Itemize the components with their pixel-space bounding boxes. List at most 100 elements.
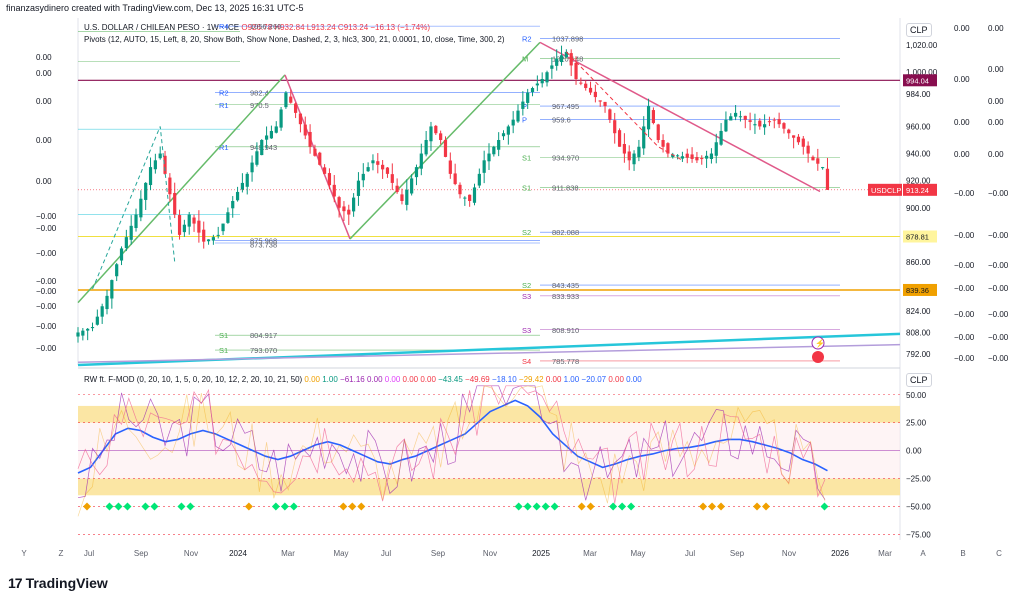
- candle-body: [202, 229, 206, 242]
- time-axis-label: May: [333, 549, 348, 558]
- pivot-label: 873.738: [250, 240, 277, 249]
- candle-body: [738, 116, 743, 118]
- price-tick-label: 860.00: [906, 258, 931, 267]
- candle-body: [182, 224, 186, 233]
- candle-body: [501, 133, 506, 137]
- indicator-value: 1.00: [320, 375, 338, 384]
- candle-body: [168, 177, 172, 195]
- candle-body: [192, 217, 196, 224]
- candle-body: [327, 173, 332, 186]
- pivot-label: 843.435: [552, 281, 579, 290]
- candle-body: [468, 194, 472, 201]
- candle-body: [216, 234, 220, 236]
- osc-tick-label: −75.00: [906, 530, 931, 539]
- time-axis-label: Nov: [782, 549, 796, 558]
- right-scale-label: −0.00: [988, 189, 1009, 198]
- price-tick-label: 984.00: [906, 90, 931, 99]
- osc-tick-label: 0.00: [906, 447, 922, 456]
- signal-diamond: [280, 502, 289, 511]
- pivot-label: 1037.898: [552, 34, 583, 43]
- price-box: [903, 183, 937, 196]
- candle-body: [274, 126, 278, 133]
- candle-body: [593, 91, 597, 98]
- pivot-label: S3: [522, 326, 531, 335]
- price-tick-label: 792.00: [906, 350, 931, 359]
- candle-body: [729, 116, 733, 121]
- left-scale-label: −0.00: [36, 322, 57, 331]
- trendline-down: [284, 74, 351, 240]
- candle-body: [144, 182, 148, 200]
- signal-diamond: [348, 502, 357, 511]
- candle-body: [356, 180, 361, 196]
- candle-body: [177, 215, 182, 235]
- candle-body: [293, 103, 298, 113]
- candle-body: [477, 173, 481, 186]
- candle-body: [134, 214, 138, 229]
- pivot-label: R1: [219, 143, 229, 152]
- candle-body: [119, 248, 124, 261]
- currency-badge-main[interactable]: CLP: [906, 23, 932, 37]
- zigzag-dashed: [92, 126, 176, 290]
- pivot-label: P: [522, 116, 527, 125]
- right-scale-label: −0.00: [954, 189, 975, 198]
- candle-body: [439, 133, 443, 140]
- price-box-label: 913.24: [906, 186, 929, 195]
- candle-body: [709, 153, 714, 160]
- candle-body: [240, 182, 244, 190]
- signal-diamond: [357, 502, 366, 511]
- signal-diamond: [244, 502, 253, 511]
- right-scale-label: −0.00: [954, 354, 975, 363]
- candle-body: [656, 124, 660, 140]
- pivot-label: S4: [522, 357, 531, 366]
- price-tick-label: 940.00: [906, 150, 931, 159]
- right-scale-label: −0.00: [954, 231, 975, 240]
- osc-noise-line: [77, 385, 826, 517]
- symbol-legend: U.S. DOLLAR / CHILEAN PESO · 1W · ICE O9…: [84, 23, 430, 32]
- candle-body: [700, 158, 704, 160]
- candle-body: [81, 330, 85, 336]
- currency-badge-indicator[interactable]: CLP: [906, 373, 932, 387]
- candle-body: [598, 100, 602, 102]
- pivot-label: S2: [522, 281, 531, 290]
- pivot-label: 911.838: [552, 183, 579, 192]
- indicator-value: 0.00: [304, 375, 320, 384]
- right-scale-label: 0.00: [954, 118, 970, 127]
- right-scale-label: 0.00: [988, 118, 1004, 127]
- candle-body: [124, 237, 128, 249]
- candle-body: [753, 124, 757, 126]
- candle-body: [366, 167, 370, 172]
- candle-body: [792, 135, 796, 138]
- os-zone: [78, 478, 900, 496]
- candle-body: [545, 72, 549, 83]
- candle-body: [782, 123, 786, 129]
- candle-body: [410, 178, 414, 194]
- time-axis-label: Mar: [878, 549, 892, 558]
- candle-body: [506, 126, 510, 135]
- candle-body: [758, 120, 762, 127]
- left-scale-label: −0.00: [36, 224, 57, 233]
- pivot-label: M: [522, 55, 528, 64]
- osc-tick-label: −25.00: [906, 475, 931, 484]
- pivot-label: 833.933: [552, 292, 579, 301]
- pivot-label: 785.778: [552, 357, 579, 366]
- candle-body: [559, 55, 564, 63]
- indicator-value: −20.07: [579, 375, 607, 384]
- candle-body: [588, 87, 593, 93]
- time-axis-label: Nov: [184, 549, 198, 558]
- candle-body: [734, 112, 738, 117]
- right-scale-label: −0.00: [988, 284, 1009, 293]
- time-axis-label: Mar: [281, 549, 295, 558]
- ob-zone: [78, 405, 900, 423]
- left-scale-label: 0.00: [36, 53, 52, 62]
- pivot-label: 1056.260: [250, 22, 281, 31]
- right-scale-label: −0.00: [954, 333, 975, 342]
- candle-body: [221, 223, 225, 232]
- candle-body: [361, 173, 365, 181]
- candle-body: [303, 124, 307, 136]
- signal-diamond: [150, 502, 159, 511]
- osc-tick-label: 25.00: [906, 419, 927, 428]
- pivot-label: R2: [219, 89, 229, 98]
- candle-body: [148, 167, 153, 186]
- right-scale-label: 0.00: [988, 24, 1004, 33]
